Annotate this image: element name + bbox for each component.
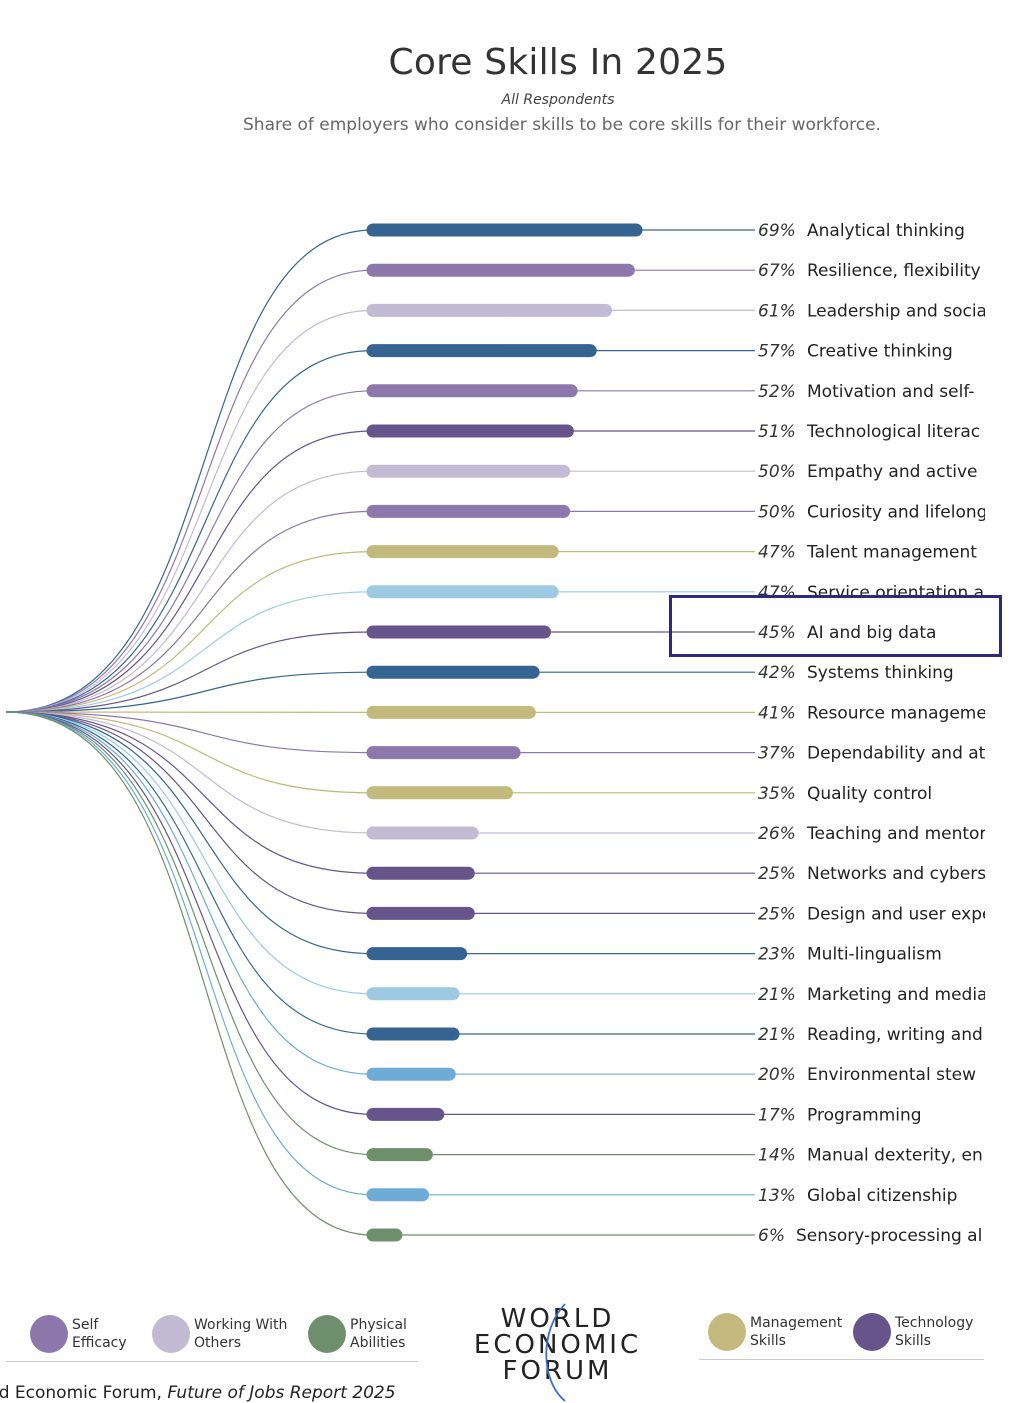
category-label: Creative thinking	[807, 342, 953, 362]
value-label: 51%	[758, 422, 796, 442]
value-label: 57%	[758, 342, 796, 362]
highlight-box	[669, 595, 1002, 657]
legend-label: Physical Abilities	[350, 1316, 407, 1352]
value-label: 17%	[758, 1105, 796, 1125]
category-label: Technological literac	[806, 422, 980, 442]
category-label: Resilience, flexibility	[807, 261, 981, 281]
legend-label: Management Skills	[750, 1314, 842, 1350]
category-label: Programming	[807, 1105, 922, 1125]
category-label: Leadership and socia	[807, 301, 987, 321]
value-label: 42%	[758, 663, 796, 683]
value-label: 37%	[758, 744, 796, 764]
legend-label: Self Efficacy	[72, 1316, 127, 1352]
category-label: Analytical thinking	[807, 221, 965, 241]
legend-item: Management Skills	[708, 1313, 842, 1351]
value-label: 35%	[758, 784, 796, 804]
category-label: Motivation and self-	[807, 382, 975, 402]
value-label: 25%	[758, 864, 796, 884]
legend-label: Technology Skills	[895, 1314, 973, 1350]
legend-item: Self Efficacy	[30, 1315, 127, 1353]
source-report: Future of Jobs Report 2025	[167, 1383, 395, 1403]
legend-swatch	[308, 1315, 346, 1353]
value-label: 25%	[758, 904, 796, 924]
category-label: Curiosity and lifelong	[807, 502, 987, 522]
connector-curve	[6, 592, 755, 712]
legend-swatch	[853, 1313, 891, 1351]
value-label: 41%	[758, 703, 796, 723]
category-label: Empathy and active	[807, 462, 977, 482]
value-label: 69%	[758, 221, 796, 241]
value-label: 13%	[758, 1186, 796, 1206]
legend-swatch	[30, 1315, 68, 1353]
value-label: 14%	[758, 1146, 796, 1166]
value-label: 52%	[758, 382, 796, 402]
value-label: 61%	[758, 301, 796, 321]
category-label: Global citizenship	[807, 1186, 957, 1206]
bars	[373, 230, 636, 1235]
legend-item: Working With Others	[152, 1315, 287, 1353]
category-label: Talent management	[806, 543, 977, 563]
legend-swatch	[152, 1315, 190, 1353]
value-label: 21%	[758, 1025, 796, 1045]
category-label: Systems thinking	[807, 663, 954, 683]
source-prefix: ld Economic Forum,	[0, 1383, 167, 1403]
category-label: Marketing and media	[807, 985, 987, 1005]
category-label: Networks and cybers	[807, 864, 986, 884]
wef-logo-arc	[470, 1300, 645, 1402]
legend-item: Technology Skills	[853, 1313, 973, 1351]
legend-swatch	[708, 1313, 746, 1351]
value-label: 23%	[758, 945, 796, 965]
connector-curve	[6, 511, 755, 712]
legend-item: Physical Abilities	[308, 1315, 407, 1353]
category-label: Quality control	[807, 784, 932, 804]
value-label: 26%	[758, 824, 796, 844]
source-note: ld Economic Forum, Future of Jobs Report…	[0, 1383, 396, 1403]
legend-label: Working With Others	[194, 1316, 287, 1352]
connector-curve	[6, 712, 755, 913]
value-label: 6%	[758, 1226, 785, 1246]
value-label: 21%	[758, 985, 796, 1005]
category-label: Environmental stew	[807, 1065, 976, 1085]
category-label: Teaching and mentor	[806, 824, 986, 844]
category-label: Reading, writing and	[807, 1025, 983, 1045]
category-label: Design and user expe	[807, 904, 992, 924]
category-label: Resource manageme	[807, 703, 987, 723]
category-label: Multi-lingualism	[807, 945, 942, 965]
value-label: 20%	[758, 1065, 796, 1085]
legend-left-rule	[6, 1361, 418, 1362]
legend-right-rule	[699, 1359, 984, 1360]
category-label: Dependability and at	[807, 744, 986, 764]
value-label: 50%	[758, 462, 796, 482]
category-label: Manual dexterity, en	[807, 1146, 983, 1166]
value-label: 50%	[758, 502, 796, 522]
connector-curves	[6, 230, 755, 1235]
value-label: 67%	[758, 261, 796, 281]
connector-curve	[6, 712, 755, 1155]
labels: 69% Analytical thinking 67% Resilience, fle…	[758, 221, 992, 1246]
connector-curve	[6, 712, 755, 833]
category-label: Sensory-processing al	[796, 1226, 982, 1246]
connector-curve	[6, 270, 755, 712]
value-label: 47%	[758, 543, 796, 563]
